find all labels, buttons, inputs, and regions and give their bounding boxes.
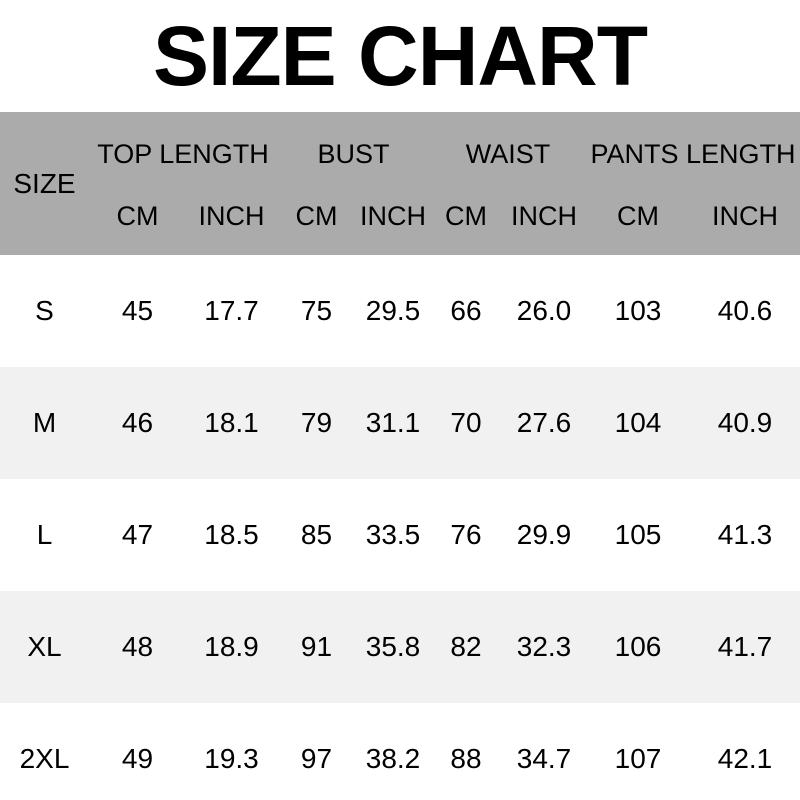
value-top-length-inch: 18.9 — [204, 631, 259, 662]
value-bust-inch: 29.5 — [365, 295, 421, 326]
unit-header-top-length-inch: INCH — [198, 200, 265, 231]
value-top-length-cm: 49 — [121, 743, 154, 774]
value-top-length-inch: 17.7 — [204, 295, 259, 326]
value-pants-cm: 103 — [614, 295, 662, 326]
column-header-size: SIZE — [13, 167, 76, 199]
value-waist-cm: 70 — [450, 407, 482, 438]
table-row-m: M 46 18.1 79 31.1 70 27.6 104 40.9 — [0, 367, 800, 479]
value-bust-cm: 91 — [300, 631, 333, 662]
unit-header-bust-cm: CM — [295, 200, 338, 231]
size-label: L — [36, 519, 53, 550]
value-pants-cm: 105 — [614, 519, 662, 550]
value-waist-inch: 29.9 — [516, 519, 572, 550]
table-body: S 45 17.7 75 29.5 66 26.0 103 40.6 M 46 … — [0, 255, 800, 800]
value-bust-inch: 33.5 — [365, 519, 421, 550]
column-group-bust: BUST — [317, 139, 390, 169]
unit-header-top-length-cm: CM — [116, 200, 159, 231]
value-waist-cm: 66 — [450, 295, 482, 326]
value-bust-cm: 85 — [300, 519, 333, 550]
value-pants-inch: 41.3 — [717, 519, 773, 550]
value-pants-cm: 106 — [614, 631, 662, 662]
unit-header-pants-inch: INCH — [712, 200, 778, 231]
unit-header-pants-cm: CM — [617, 200, 659, 231]
value-top-length-cm: 45 — [121, 295, 154, 326]
value-bust-cm: 79 — [300, 407, 333, 438]
column-group-waist: WAIST — [465, 139, 551, 169]
unit-header-bust-inch: INCH — [360, 200, 426, 231]
size-label: XL — [27, 631, 62, 662]
value-top-length-cm: 46 — [121, 407, 154, 438]
value-pants-cm: 104 — [614, 407, 662, 438]
title-bar: SIZE CHART — [0, 0, 800, 112]
value-top-length-inch: 19.3 — [204, 743, 259, 774]
value-waist-inch: 27.6 — [516, 407, 572, 438]
value-top-length-cm: 48 — [121, 631, 154, 662]
value-pants-inch: 42.1 — [717, 743, 773, 774]
table-row-2xl: 2XL 49 19.3 97 38.2 88 34.7 107 42.1 — [0, 703, 800, 800]
value-waist-inch: 34.7 — [516, 743, 572, 774]
value-pants-inch: 40.9 — [717, 407, 773, 438]
column-group-pants-length: PANTS LENGTH — [590, 139, 796, 169]
value-bust-cm: 97 — [300, 743, 333, 774]
size-label: S — [35, 295, 54, 326]
value-waist-inch: 32.3 — [516, 631, 572, 662]
table-row-s: S 45 17.7 75 29.5 66 26.0 103 40.6 — [0, 255, 800, 367]
value-bust-inch: 35.8 — [365, 631, 421, 662]
value-bust-inch: 38.2 — [365, 743, 421, 774]
unit-header-waist-cm: CM — [445, 200, 487, 231]
table-header: SIZE TOP LENGTH BUST WAIST PANTS LENGTH … — [0, 112, 800, 255]
value-bust-cm: 75 — [300, 295, 333, 326]
column-group-top-length: TOP LENGTH — [97, 139, 269, 169]
value-top-length-inch: 18.5 — [204, 519, 259, 550]
value-pants-cm: 107 — [614, 743, 662, 774]
unit-header-waist-inch: INCH — [511, 200, 577, 231]
value-top-length-cm: 47 — [121, 519, 154, 550]
value-waist-cm: 88 — [450, 743, 482, 774]
size-label: M — [32, 407, 57, 438]
value-bust-inch: 31.1 — [365, 407, 421, 438]
value-pants-inch: 40.6 — [717, 295, 773, 326]
value-waist-cm: 76 — [450, 519, 482, 550]
value-waist-cm: 82 — [450, 631, 482, 662]
value-waist-inch: 26.0 — [516, 295, 572, 326]
table-row-xl: XL 48 18.9 91 35.8 82 32.3 106 41.7 — [0, 591, 800, 703]
page-title: SIZE CHART — [153, 9, 648, 103]
size-label: 2XL — [19, 743, 70, 774]
table-row-l: L 47 18.5 85 33.5 76 29.9 105 41.3 — [0, 479, 800, 591]
value-pants-inch: 41.7 — [717, 631, 773, 662]
value-top-length-inch: 18.1 — [204, 407, 259, 438]
